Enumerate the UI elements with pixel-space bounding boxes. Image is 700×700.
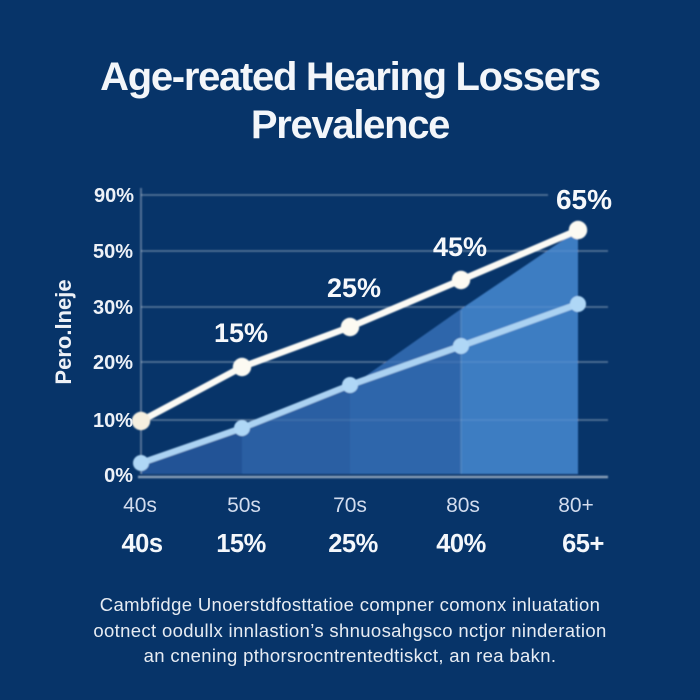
- svg-text:90%: 90%: [94, 185, 134, 207]
- svg-text:40s: 40s: [123, 494, 157, 517]
- svg-text:40s: 40s: [121, 530, 162, 558]
- svg-text:0%: 0%: [104, 465, 133, 487]
- svg-text:15%: 15%: [216, 530, 266, 558]
- svg-text:25%: 25%: [327, 273, 381, 303]
- svg-text:40%: 40%: [436, 530, 486, 558]
- svg-text:70s: 70s: [333, 494, 367, 517]
- svg-text:80+: 80+: [558, 494, 594, 517]
- svg-text:30%: 30%: [93, 297, 133, 319]
- svg-text:45%: 45%: [433, 232, 487, 262]
- svg-text:50%: 50%: [93, 241, 133, 263]
- svg-text:10%: 10%: [93, 410, 133, 432]
- svg-text:Pero.lneje: Pero.lneje: [51, 279, 76, 384]
- svg-text:20%: 20%: [93, 352, 133, 374]
- svg-text:65+: 65+: [562, 530, 604, 558]
- svg-text:25%: 25%: [328, 530, 378, 558]
- svg-text:50s: 50s: [227, 494, 261, 517]
- svg-text:15%: 15%: [214, 318, 268, 348]
- svg-text:65%: 65%: [556, 184, 612, 215]
- svg-text:80s: 80s: [446, 494, 480, 517]
